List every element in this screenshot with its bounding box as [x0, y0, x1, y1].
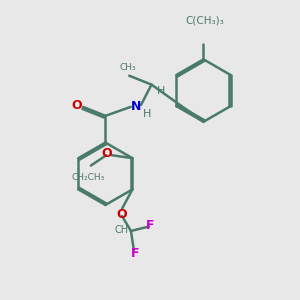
Text: CH₂CH₃: CH₂CH₃ — [71, 173, 104, 182]
Text: O: O — [101, 147, 112, 160]
Text: H: H — [157, 85, 165, 96]
Text: CH₃: CH₃ — [119, 63, 136, 72]
Text: H: H — [143, 109, 151, 119]
Text: O: O — [71, 99, 82, 112]
Text: N: N — [131, 100, 141, 113]
Text: F: F — [131, 247, 140, 260]
Text: O: O — [116, 208, 127, 220]
Text: F: F — [146, 218, 154, 232]
Text: C(CH₃)₃: C(CH₃)₃ — [186, 15, 224, 25]
Text: CH: CH — [115, 224, 129, 235]
